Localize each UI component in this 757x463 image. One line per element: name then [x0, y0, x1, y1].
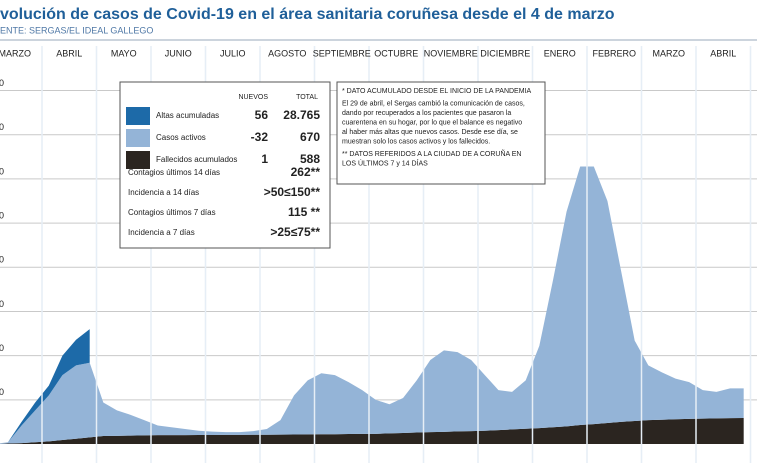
y-tick-label: 2.000 [0, 343, 4, 353]
legend-label: Altas acumuladas [156, 111, 219, 120]
x-tick-label: DICIEMBRE [480, 48, 530, 58]
y-tick-label: 8.000 [0, 78, 4, 88]
note-line: cuarentena en su hogar, por lo que el ba… [342, 119, 522, 126]
indicator-value: 115 ** [288, 205, 320, 219]
legend-box [119, 81, 331, 249]
legend-swatch [126, 151, 150, 169]
x-tick-label: ABRIL [56, 48, 82, 58]
legend-header: NUEVOS [238, 94, 268, 101]
legend-nuevos: 56 [255, 108, 269, 122]
x-tick-label: MARZO [653, 48, 686, 58]
x-tick-label: ABRIL [710, 48, 736, 58]
x-tick-label: NOVIEMBRE [424, 48, 478, 58]
x-tick-label: JUNIO [165, 48, 192, 58]
note-line: muestran solo los casos activos y los fa… [342, 138, 490, 145]
legend-label: Fallecidos acumulados [156, 155, 237, 164]
y-tick-label: 1.000 [0, 387, 4, 397]
y-tick-label: 6.000 [0, 166, 4, 176]
indicator-value: 262** [291, 165, 321, 179]
note-line: * DATO ACUMULADO DESDE EL INICIO DE LA P… [342, 88, 532, 95]
x-tick-label: MAYO [111, 48, 137, 58]
area [0, 166, 744, 444]
x-tick-label: AGOSTO [268, 48, 306, 58]
indicator-label: Contagios últimos 14 días [128, 168, 220, 177]
legend-swatch [126, 107, 150, 125]
chart-subtitle: ENTE: SERGAS/EL IDEAL GALLEGO [0, 25, 153, 35]
indicator-label: Contagios últimos 7 días [128, 208, 216, 217]
indicator-label: Incidencia a 14 días [128, 188, 199, 197]
legend-nuevos: 1 [261, 152, 268, 166]
legend-label: Casos activos [156, 133, 206, 142]
note-line: El 29 de abril, el Sergas cambió la comu… [342, 100, 525, 107]
notes-box [336, 81, 546, 185]
legend-swatch [126, 129, 150, 147]
chart-title: volución de casos de Covid-19 en el área… [0, 6, 615, 23]
note-line: LOS ÚLTIMOS 7 y 14 DÍAS [342, 158, 428, 167]
x-tick-label: FEBRERO [592, 48, 636, 58]
x-tick-label: OCTUBRE [374, 48, 418, 58]
x-tick-label: JULIO [220, 48, 246, 58]
indicator-label: Incidencia a 7 días [128, 228, 195, 237]
x-tick-label: MARZO [0, 48, 31, 58]
legend-total: 28.765 [283, 108, 320, 122]
y-tick-label: 3.000 [0, 299, 4, 309]
note-line: ** DATOS REFERIDOS A LA CIUDAD DE A CORU… [342, 149, 521, 158]
x-tick-label: SEPTIEMBRE [313, 48, 371, 58]
legend-total: 588 [300, 152, 320, 166]
x-tick-label: ENERO [544, 48, 576, 58]
y-tick-label: 4.000 [0, 255, 4, 265]
indicator-value: >50≤150** [264, 185, 321, 199]
y-tick-label: 5.000 [0, 210, 4, 220]
indicator-value: >25≤75** [270, 225, 320, 239]
legend-header: TOTAL [296, 94, 318, 101]
legend-nuevos: -32 [251, 130, 269, 144]
legend-total: 670 [300, 130, 320, 144]
note-line: dando por recuperados a los pacientes qu… [342, 110, 511, 117]
area [0, 418, 744, 444]
area [0, 329, 90, 444]
y-tick-label: 7.000 [0, 122, 4, 132]
note-line: al haber más altas que nuevos casos. Des… [342, 129, 518, 136]
